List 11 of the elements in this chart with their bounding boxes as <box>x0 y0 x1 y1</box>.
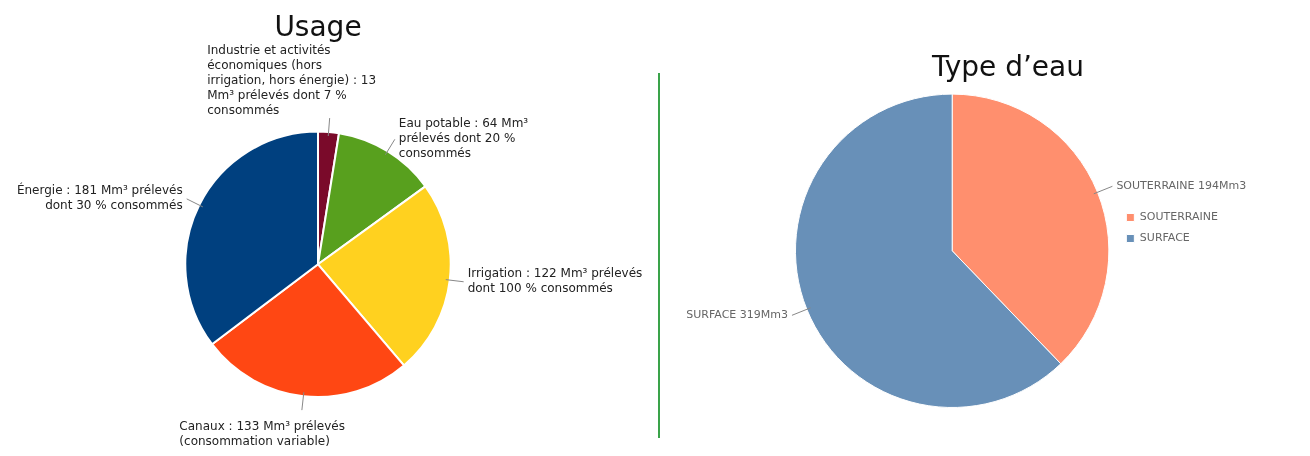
slice-label: Industrie et activités économiques (hors irrigation, hors énergie) : 13 Mm³ prélevés dont 7 % consommés <box>207 42 377 117</box>
legend-label: SOUTERRAINE <box>1139 210 1219 224</box>
category-label: SOUTERRAINE 194Mm3 <box>1116 179 1247 193</box>
slice-label: Énergie : 181 Mm³ prélevés dont 30 % consommés <box>16 182 183 213</box>
chart-title: Usage <box>274 10 362 44</box>
chart-title: Type d’eau <box>930 50 1085 84</box>
slice-label: Canaux : 133 Mm³ prélevés (consommation variable) <box>179 418 345 448</box>
slice-label: Irrigation : 122 Mm³ prélevés dont 100 % consommés <box>467 266 643 296</box>
category-label: SURFACE 319Mm3 <box>686 308 788 322</box>
slice-label: Eau potable : 64 Mm³ prélevés dont 20 % consommés <box>398 116 529 161</box>
legend-label: SURFACE <box>1139 231 1190 245</box>
